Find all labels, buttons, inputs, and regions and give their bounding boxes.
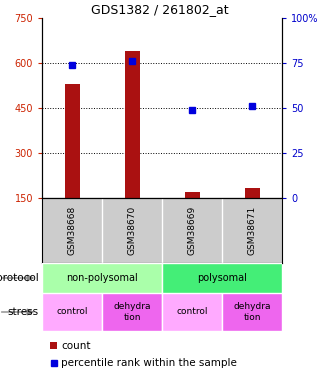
Bar [185, 192, 199, 243]
Text: count: count [61, 341, 91, 351]
Text: dehydra
tion: dehydra tion [113, 302, 151, 322]
Bar [222, 293, 282, 331]
Text: non-polysomal: non-polysomal [66, 273, 138, 283]
Text: GSM38669: GSM38669 [188, 206, 196, 255]
Bar [162, 293, 222, 331]
Text: GDS1382 / 261802_at: GDS1382 / 261802_at [91, 3, 229, 16]
Text: GSM38670: GSM38670 [127, 206, 137, 255]
Text: polysomal: polysomal [197, 273, 247, 283]
Bar [124, 51, 140, 243]
Bar [244, 188, 260, 243]
Bar [65, 84, 79, 243]
Text: protocol: protocol [0, 273, 39, 283]
Bar [162, 263, 282, 293]
Text: GSM38671: GSM38671 [247, 206, 257, 255]
Bar [50, 342, 57, 349]
Bar [42, 293, 102, 331]
Text: percentile rank within the sample: percentile rank within the sample [61, 357, 237, 368]
Text: dehydra
tion: dehydra tion [233, 302, 271, 322]
Text: stress: stress [8, 307, 39, 317]
Text: control: control [56, 308, 88, 316]
Text: control: control [176, 308, 208, 316]
Bar [102, 293, 162, 331]
Bar [42, 263, 162, 293]
Text: GSM38668: GSM38668 [68, 206, 76, 255]
